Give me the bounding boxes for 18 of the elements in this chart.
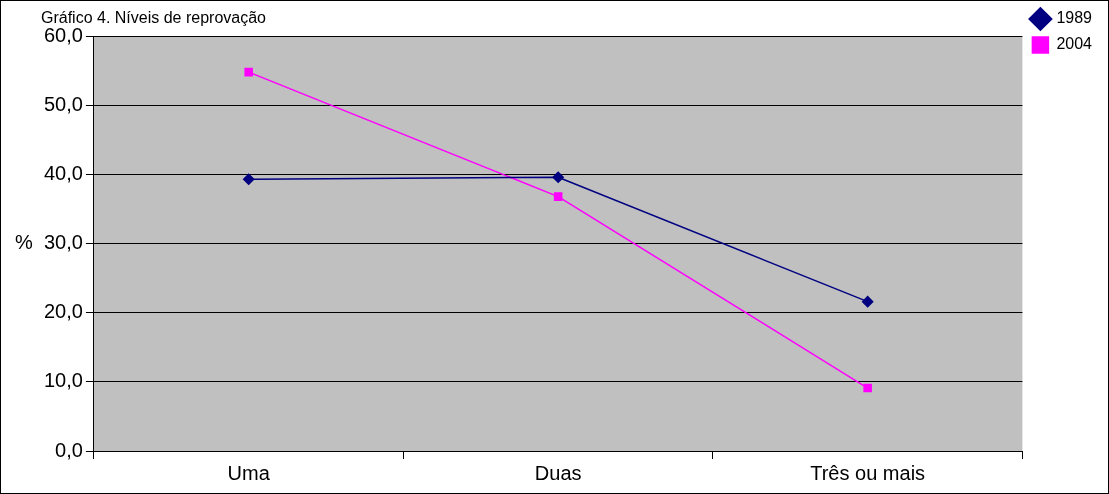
y-tick-label: 10,0 [43, 369, 83, 392]
legend-label: 1989 [1056, 9, 1093, 27]
point [242, 173, 255, 186]
point [863, 383, 872, 393]
x-tick-label: Uma [227, 461, 271, 484]
x-tick-label: Duas [534, 461, 582, 484]
point [861, 295, 874, 308]
y-tick-label: 20,0 [43, 300, 83, 323]
y-tick-label: 50,0 [43, 92, 83, 115]
y-axis-title: % [15, 231, 33, 254]
point [552, 171, 564, 183]
legend-label: 2004 [1056, 35, 1093, 53]
point [244, 67, 253, 77]
point [553, 192, 563, 201]
y-tick-label: 40,0 [43, 161, 83, 184]
y-tick-label: 0,0 [55, 438, 83, 461]
x-tick-label: Três ou mais [810, 461, 926, 484]
y-tick-label: 30,0 [43, 231, 83, 254]
